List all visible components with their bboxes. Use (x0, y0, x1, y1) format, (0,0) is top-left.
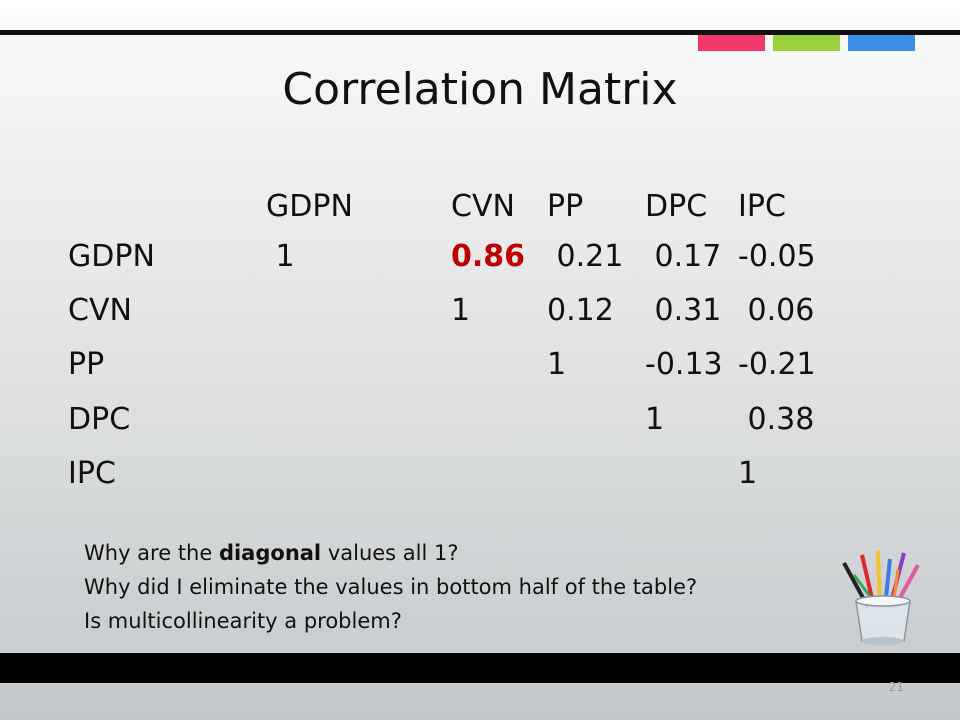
question-multicollinearity: Is multicollinearity a problem? (84, 609, 402, 633)
column-header-ipc: IPC (738, 189, 786, 224)
accent-block-blue (848, 35, 915, 51)
matrix-cell-pp-pp: 1 (547, 347, 567, 382)
matrix-cell-cvn-cvn: 1 (451, 293, 471, 328)
matrix-cell-gdpn-cvn: 0.86 (451, 239, 526, 274)
matrix-cell-cvn-ipc: 0.06 (738, 293, 815, 328)
column-header-gdpn: GDPN (266, 189, 353, 224)
accent-block-green (773, 35, 840, 51)
matrix-cell-pp-dpc: -0.13 (645, 347, 723, 382)
row-header-cvn: CVN (68, 293, 132, 328)
question-emphasis: diagonal (218, 541, 322, 565)
matrix-cell-dpc-ipc: 0.38 (738, 402, 815, 437)
question-text: values all 1? (321, 541, 459, 565)
row-header-gdpn: GDPN (68, 239, 155, 274)
question-text: Why are the (84, 541, 219, 565)
matrix-cell-gdpn-pp: 0.21 (547, 239, 624, 274)
row-header-ipc: IPC (68, 456, 116, 491)
matrix-cell-pp-ipc: -0.21 (738, 347, 816, 382)
matrix-cell-cvn-pp: 0.12 (547, 293, 614, 328)
page-number: 21 (888, 680, 904, 694)
question-notes: Why are the diagonal values all 1? Why d… (84, 536, 697, 638)
top-rule (0, 30, 960, 35)
accent-block-pink (698, 35, 765, 51)
row-header-dpc: DPC (68, 402, 131, 437)
pencil-cup-icon (842, 550, 920, 645)
question-bottom-half: Why did I eliminate the values in bottom… (84, 575, 698, 599)
bottom-bar (0, 653, 960, 683)
matrix-cell-gdpn-gdpn: 1 (266, 239, 295, 274)
column-header-pp: PP (547, 189, 584, 224)
column-header-dpc: DPC (645, 189, 708, 224)
matrix-cell-cvn-dpc: 0.31 (645, 293, 722, 328)
matrix-cell-gdpn-ipc: -0.05 (738, 239, 816, 274)
matrix-cell-dpc-dpc: 1 (645, 402, 665, 437)
row-header-pp: PP (68, 347, 105, 382)
slide-title: Correlation Matrix (282, 64, 678, 115)
question-diagonal: Why are the diagonal values all 1? (84, 536, 697, 570)
matrix-cell-ipc-ipc: 1 (738, 456, 758, 491)
matrix-cell-gdpn-dpc: 0.17 (645, 239, 722, 274)
column-header-cvn: CVN (451, 189, 515, 224)
